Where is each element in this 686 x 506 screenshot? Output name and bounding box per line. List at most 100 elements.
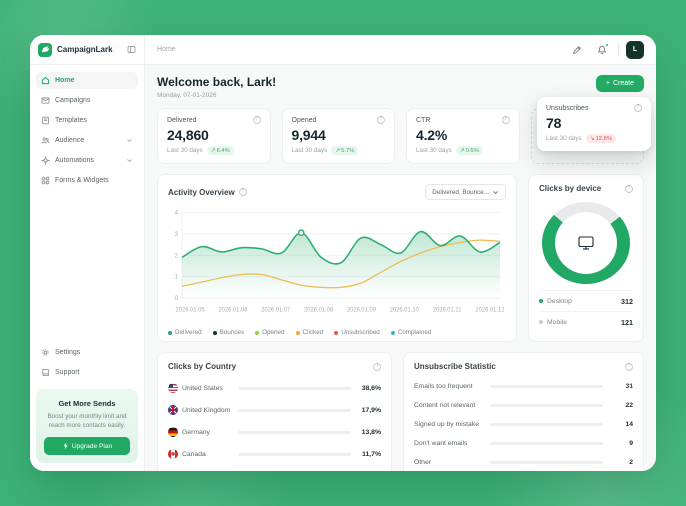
create-button-label: Create: [612, 80, 634, 87]
stat-label: Delivered: [167, 116, 197, 124]
chart-legend: Delivered Bounces Opened Clicked Unsubsc…: [168, 329, 506, 336]
sidebar-item-support[interactable]: Support: [36, 364, 138, 381]
bell-icon: [597, 45, 607, 54]
svg-text:1: 1: [175, 274, 179, 281]
info-icon[interactable]: ?: [625, 362, 633, 371]
svg-text:2: 2: [175, 252, 179, 259]
trend-badge: ↗ 0.6%: [455, 146, 483, 155]
info-icon[interactable]: ?: [252, 116, 261, 124]
legend-item-unsubscribed[interactable]: Unsubscribed: [334, 329, 380, 336]
home-icon: [41, 76, 50, 85]
upgrade-button-label: Upgrade Plan: [71, 442, 113, 450]
stat-period: Last 30 days: [546, 135, 582, 142]
sidebar-item-home[interactable]: Home: [36, 72, 138, 89]
sidebar-item-campaigns[interactable]: Campaigns: [36, 92, 138, 109]
stat-label: Opened: [291, 116, 317, 124]
svg-text:2026.01.11: 2026.01.11: [433, 308, 462, 314]
svg-text:2026.01.12: 2026.01.12: [475, 308, 504, 314]
legend-item-complained[interactable]: Complained: [390, 329, 431, 336]
trend-up-icon: ↗: [210, 147, 216, 154]
device-value: 121: [621, 317, 633, 327]
sidebar-item-label: Support: [55, 368, 80, 376]
legend-item-clicked[interactable]: Clicked: [295, 329, 323, 336]
device-label: Desktop: [547, 297, 572, 305]
trend-badge: ↘ 12.8%: [585, 134, 617, 143]
info-icon[interactable]: ?: [634, 104, 642, 112]
bar-track: [490, 461, 603, 464]
upgrade-plan-button[interactable]: Upgrade Plan: [44, 437, 130, 455]
unsubscribe-value: 2: [629, 459, 633, 466]
svg-text:2026.01.09: 2026.01.09: [347, 308, 377, 314]
svg-text:2026.01.08: 2026.01.08: [304, 308, 334, 314]
unsubscribe-row: Content not relevant 22: [414, 402, 633, 409]
card-title: Clicks by Country: [168, 362, 237, 371]
filter-label: Delivered, Bounce...: [432, 188, 489, 196]
device-label: Mobile: [547, 318, 568, 326]
logo-icon: [38, 42, 52, 57]
series-filter-dropdown[interactable]: Delivered, Bounce...: [425, 184, 506, 200]
card-title: Unsubscribe Statistic: [414, 362, 496, 371]
unsubscribe-statistic-card: Unsubscribe Statistic ? Emails too frequ…: [403, 352, 644, 471]
unsubscribe-row: Emails too frequent 31: [414, 383, 633, 390]
sidebar-item-automations[interactable]: Automations: [36, 152, 138, 169]
legend-dot: [255, 330, 260, 335]
svg-text:2026.01.07: 2026.01.07: [261, 308, 290, 314]
bar-track: [238, 452, 351, 456]
legend-item-opened[interactable]: Opened: [255, 329, 285, 336]
device-value: 312: [621, 296, 633, 306]
topbar-divider: [618, 42, 619, 57]
trend-badge: ↗ 5.7%: [331, 146, 359, 155]
stat-value: 24,860: [167, 127, 209, 143]
info-icon[interactable]: ?: [501, 116, 510, 124]
bar-track: [238, 408, 351, 412]
unsubscribe-value: 31: [625, 383, 633, 390]
info-icon[interactable]: ?: [625, 184, 633, 193]
compose-button[interactable]: [568, 41, 586, 59]
chevron-down-icon: [127, 159, 132, 163]
unsubscribe-value: 14: [625, 421, 633, 428]
sidebar-item-audience[interactable]: Audience: [36, 132, 138, 149]
create-button[interactable]: + Create: [595, 75, 644, 92]
svg-text:2026.01.05: 2026.01.05: [176, 308, 206, 314]
legend-dot: [390, 330, 395, 335]
info-icon[interactable]: ?: [373, 362, 381, 371]
legend-dot: [212, 330, 217, 335]
device-donut: [542, 202, 630, 284]
sidebar-item-label: Home: [55, 77, 75, 84]
gear-icon: [42, 349, 49, 356]
trend-up-icon: ↗: [459, 147, 465, 154]
notifications-button[interactable]: [593, 41, 611, 59]
sidebar-item-forms-widgets[interactable]: Forms & Widgets: [36, 172, 138, 189]
sidebar-item-settings[interactable]: Settings: [36, 344, 138, 361]
avatar[interactable]: L: [626, 40, 644, 59]
stat-card-unsubscribes-floating[interactable]: Unsubscribes ? 78 Last 30 days ↘ 12.8%: [537, 97, 651, 151]
plus-icon: +: [605, 80, 610, 87]
info-icon[interactable]: ?: [377, 116, 385, 124]
breadcrumb: Home: [157, 46, 176, 53]
chevron-down-icon: [127, 139, 132, 143]
page-date: Monday, 07-01-2026: [157, 92, 217, 99]
country-row: United Kingdom 17,9%: [168, 405, 381, 415]
bar-track: [490, 404, 603, 407]
sidebar-collapse-icon[interactable]: [127, 45, 136, 54]
unsubscribe-row: Don't want emails 9: [414, 440, 633, 447]
canada-flag-icon: [168, 449, 178, 459]
stat-value: 78: [546, 115, 562, 131]
country-value: 38,6%: [361, 384, 381, 392]
dashboard-content: Welcome back, Lark! Monday, 07-01-2026 +…: [145, 65, 656, 471]
card-title: Activity Overview: [168, 187, 235, 197]
sidebar-item-templates[interactable]: Templates: [36, 112, 138, 129]
chevron-down-icon: [493, 190, 498, 194]
legend-item-delivered[interactable]: Delivered: [168, 329, 202, 336]
legend-item-bounces[interactable]: Bounces: [212, 329, 244, 336]
sidebar-footer: Settings Support Get More Sends Boost yo…: [30, 344, 144, 471]
germany-flag-icon: [168, 427, 178, 437]
upgrade-card: Get More Sends Boost your monthly limit …: [36, 388, 138, 463]
upgrade-title: Get More Sends: [58, 398, 116, 408]
country-value: 13,8%: [361, 428, 381, 436]
monitor-icon: [578, 236, 594, 250]
info-icon[interactable]: ?: [238, 188, 247, 196]
country-value: 17,9%: [361, 406, 381, 414]
trend-down-icon: ↘: [589, 135, 595, 142]
